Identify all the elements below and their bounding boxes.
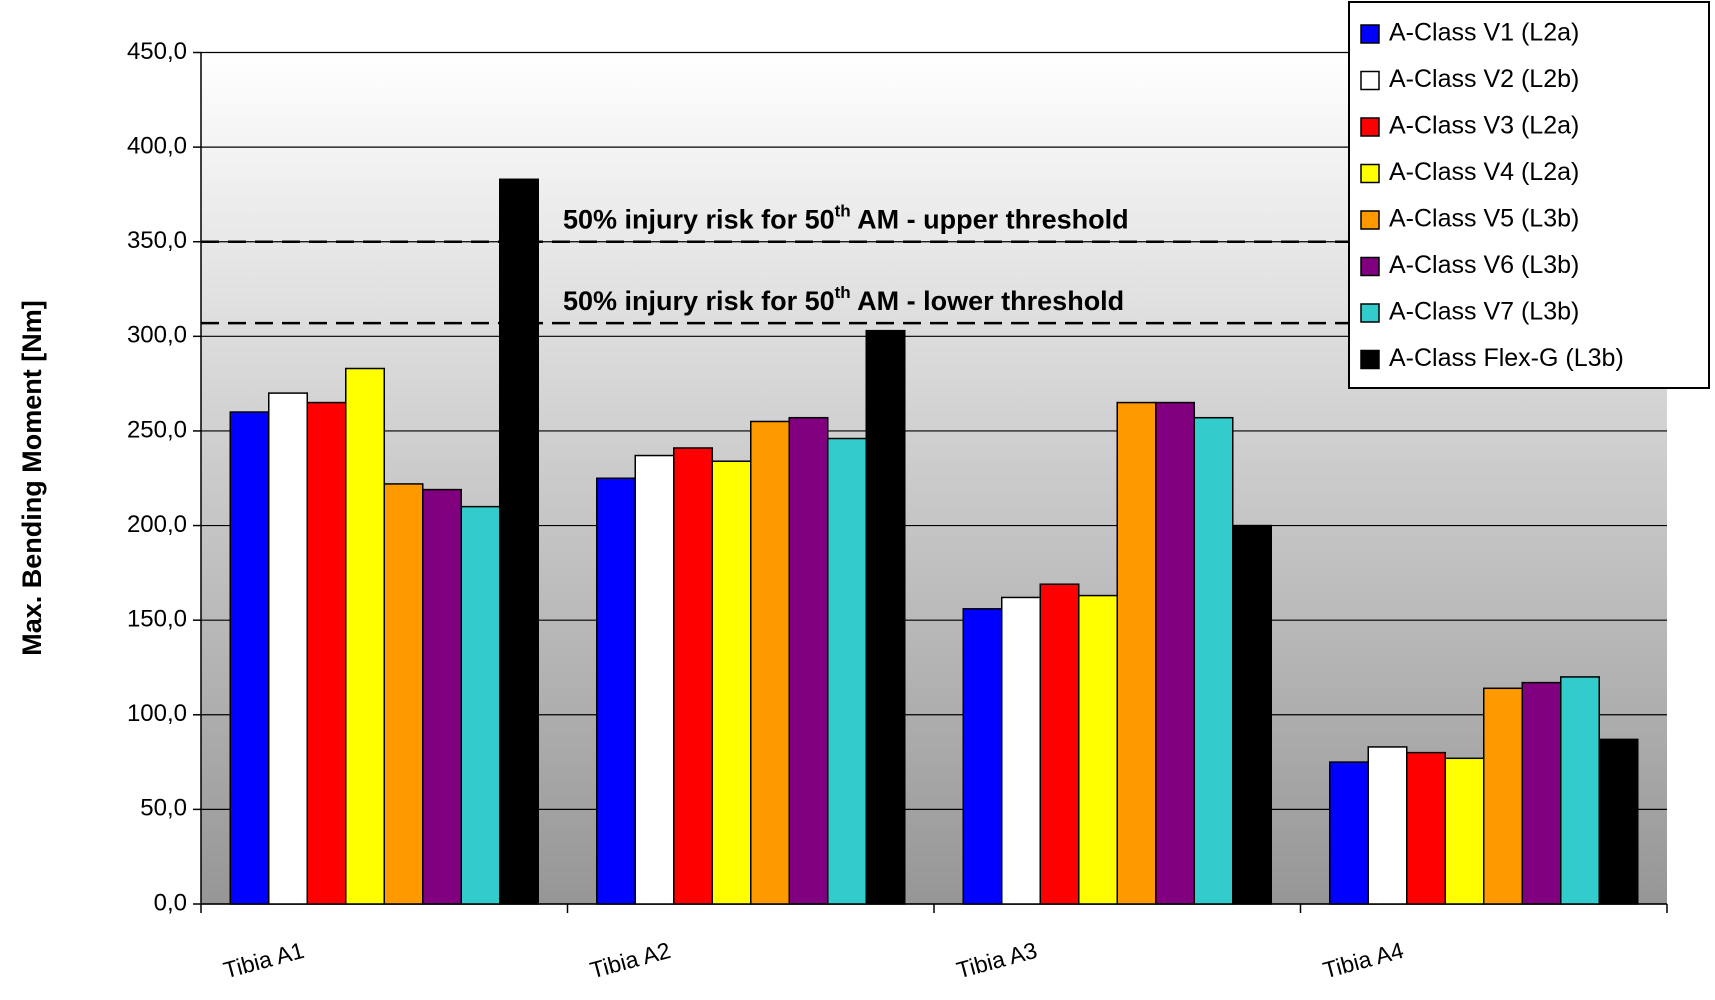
legend-label: A-Class V5 (L3b) <box>1389 205 1579 233</box>
bar <box>1560 676 1600 905</box>
legend-swatch <box>1360 303 1380 323</box>
label-text: AM - upper threshold <box>851 205 1129 235</box>
legend-label: A-Class V3 (L2a) <box>1389 112 1579 140</box>
x-tick-label: Tibia A2 <box>587 937 673 983</box>
legend-swatch <box>1360 210 1380 230</box>
legend-label: A-Class V6 (L3b) <box>1389 251 1579 279</box>
bar <box>596 477 636 905</box>
y-tick-label: 100,0 <box>127 700 187 727</box>
label-superscript: th <box>835 202 851 221</box>
bar <box>345 367 385 905</box>
label-text: 50% injury risk for 50 <box>563 286 835 316</box>
legend-label: A-Class V1 (L2a) <box>1389 19 1579 47</box>
y-axis-label: Max. Bending Moment [Nm] <box>17 300 47 656</box>
legend-swatch <box>1360 163 1380 184</box>
bar <box>1078 594 1118 905</box>
bar <box>634 454 675 905</box>
bar <box>383 483 424 905</box>
bar <box>1598 738 1639 905</box>
bar <box>788 416 829 905</box>
legend-label: A-Class Flex-G (L3b) <box>1389 344 1624 372</box>
y-tick-label: 250,0 <box>127 416 187 443</box>
legend-box <box>1348 1 1710 389</box>
legend-swatch <box>1360 117 1380 137</box>
x-tick-label: Tibia A4 <box>1320 937 1406 983</box>
bar <box>1329 761 1369 905</box>
bar <box>1155 401 1195 905</box>
y-tick-label: 350,0 <box>127 227 187 254</box>
threshold-label: 50% injury risk for 50th AM - upper thre… <box>563 202 1129 235</box>
legend-swatch <box>1360 256 1380 277</box>
y-tick-label: 300,0 <box>127 322 187 349</box>
bar <box>1193 416 1234 905</box>
bar <box>1406 751 1446 905</box>
bar <box>306 401 347 905</box>
bar <box>750 420 790 905</box>
legend-swatch <box>1360 70 1380 91</box>
bar <box>499 178 539 905</box>
bar <box>865 329 906 905</box>
bar <box>1521 681 1562 905</box>
bar <box>1444 757 1485 905</box>
y-tick-label: 450,0 <box>127 38 187 65</box>
y-tick-label: 50,0 <box>140 795 187 822</box>
bar <box>268 392 308 905</box>
legend-swatch <box>1360 24 1380 44</box>
bar <box>460 505 501 905</box>
label-superscript: th <box>835 284 851 303</box>
bar <box>229 411 270 905</box>
legend-label: A-Class V7 (L3b) <box>1389 298 1579 326</box>
y-tick-label: 0,0 <box>154 889 187 916</box>
bar <box>827 437 867 905</box>
label-text: AM - lower threshold <box>851 286 1125 316</box>
legend-label: A-Class V4 (L2a) <box>1389 158 1579 186</box>
bar <box>711 460 752 905</box>
label-text: 50% injury risk for 50 <box>563 205 835 235</box>
bar <box>1367 746 1408 905</box>
bar <box>422 488 462 905</box>
y-tick-label: 400,0 <box>127 132 187 159</box>
legend-label: A-Class V2 (L2b) <box>1389 65 1579 93</box>
threshold-label: 50% injury risk for 50th AM - lower thre… <box>563 284 1124 317</box>
bar <box>1483 687 1523 905</box>
bar <box>673 447 713 905</box>
x-tick-label: Tibia A3 <box>954 937 1040 983</box>
bar <box>1232 524 1272 905</box>
bar <box>962 608 1003 905</box>
legend-swatch <box>1360 349 1380 370</box>
bar <box>1039 583 1080 905</box>
x-tick-label: Tibia A1 <box>221 937 307 983</box>
y-tick-label: 200,0 <box>127 511 187 538</box>
y-tick-label: 150,0 <box>127 606 187 633</box>
bar <box>1001 596 1041 905</box>
bar <box>1116 401 1157 905</box>
